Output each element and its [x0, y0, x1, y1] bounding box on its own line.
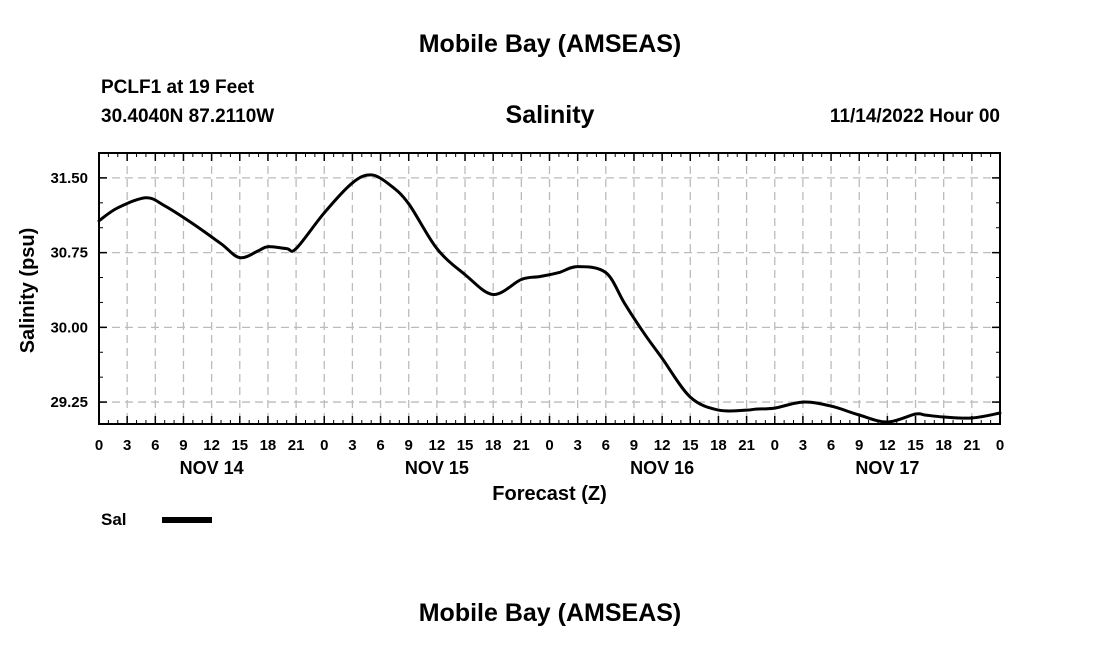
y-tick-label: 30.00 — [50, 319, 88, 336]
day-label: NOV 17 — [855, 458, 919, 478]
x-tick-label: 15 — [231, 437, 248, 454]
x-axis-label: Forecast (Z) — [492, 483, 606, 505]
x-tick-label: 21 — [964, 437, 981, 454]
day-label: NOV 15 — [405, 458, 469, 478]
x-tick-label: 15 — [907, 437, 924, 454]
x-tick-label: 18 — [710, 437, 727, 454]
x-tick-label: 9 — [855, 437, 863, 454]
legend-label: Sal — [101, 510, 127, 529]
x-tick-label: 0 — [996, 437, 1004, 454]
x-tick-label: 9 — [179, 437, 187, 454]
run-time-label: 11/14/2022 Hour 00 — [829, 106, 1000, 127]
x-tick-label: 0 — [320, 437, 328, 454]
x-tick-label: 3 — [799, 437, 807, 454]
x-tick-label: 0 — [771, 437, 779, 454]
x-tick-label: 21 — [738, 437, 755, 454]
x-tick-label: 3 — [573, 437, 581, 454]
station-label: PCLF1 at 19 Feet — [101, 77, 255, 98]
x-tick-label: 6 — [376, 437, 384, 454]
day-label: NOV 16 — [630, 458, 694, 478]
x-tick-label: 12 — [654, 437, 671, 454]
x-tick-label: 0 — [545, 437, 553, 454]
x-tick-label: 12 — [879, 437, 896, 454]
x-tick-label: 12 — [203, 437, 220, 454]
x-tick-label: 9 — [405, 437, 413, 454]
x-tick-label: 18 — [485, 437, 502, 454]
y-tick-label: 29.25 — [50, 394, 88, 411]
chart-subtitle: Salinity — [505, 101, 595, 129]
x-tick-label: 21 — [288, 437, 305, 454]
coordinates-label: 30.4040N 87.2110W — [101, 106, 275, 127]
y-tick-label: 30.75 — [50, 245, 88, 262]
x-tick-label: 15 — [457, 437, 474, 454]
x-tick-label: 6 — [151, 437, 159, 454]
x-tick-label: 18 — [935, 437, 952, 454]
x-tick-label: 6 — [827, 437, 835, 454]
y-tick-label: 31.50 — [50, 170, 88, 187]
repeated-title: Mobile Bay (AMSEAS) — [418, 599, 682, 627]
series-line-sal — [97, 173, 1002, 424]
x-tick-label: 12 — [429, 437, 446, 454]
x-tick-label: 6 — [602, 437, 610, 454]
x-tick-label: 21 — [513, 437, 530, 454]
x-tick-label: 0 — [95, 437, 103, 454]
y-axis-label: Salinity (psu) — [17, 228, 39, 354]
chart-main-title: Mobile Bay (AMSEAS) — [418, 30, 682, 58]
x-tick-label: 15 — [682, 437, 699, 454]
x-tick-label: 3 — [123, 437, 131, 454]
x-tick-label: 9 — [630, 437, 638, 454]
day-label: NOV 14 — [180, 458, 244, 478]
x-tick-label: 18 — [260, 437, 277, 454]
x-tick-label: 3 — [348, 437, 356, 454]
